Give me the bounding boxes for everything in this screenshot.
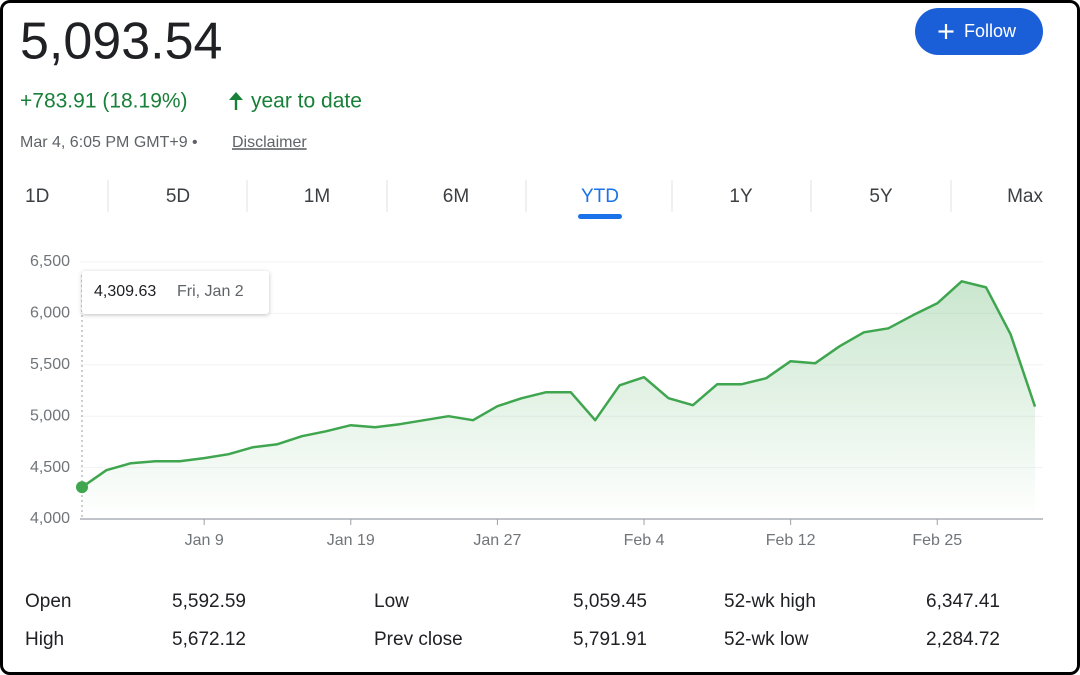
x-tick-label: Feb 12 (766, 532, 816, 549)
range-tab[interactable]: 1Y (729, 186, 753, 207)
stat-label: 52-wk high (724, 591, 816, 612)
price-line (81, 280, 1037, 489)
up-arrow (229, 92, 243, 110)
stat-value: 5,592.59 (172, 591, 246, 612)
range-tab[interactable]: 1D (25, 186, 49, 207)
change: +783.91 (18.19%) (20, 90, 188, 113)
range-tab[interactable]: 5Y (869, 186, 893, 207)
range-tab[interactable]: 6M (443, 186, 469, 207)
range-tab[interactable]: 1M (304, 186, 330, 207)
period: year to date (251, 90, 362, 113)
tab-underline (578, 214, 622, 219)
y-tick-label: 6,000 (30, 305, 70, 322)
range-tabs: 1D 5D 1M 6M YTD 1Y 5Y Max (25, 180, 1043, 219)
stat-label: High (25, 629, 64, 650)
y-tick-label: 4,000 (30, 510, 70, 527)
disclaimer-link[interactable]: Disclaimer (232, 134, 307, 151)
finance-panel: 5,093.54 +783.91 (18.19%) year to date M… (20, 8, 1043, 650)
y-tick-label: 5,000 (30, 407, 70, 424)
price: 5,093.54 (20, 13, 222, 71)
stat-label: 52-wk low (724, 629, 809, 650)
y-tick-label: 5,500 (30, 356, 70, 373)
stat-value: 5,672.12 (172, 629, 246, 650)
timestamp: Mar 4, 6:05 PM GMT+9 • (20, 134, 198, 151)
stat-value: 5,791.91 (573, 629, 647, 650)
area (82, 281, 1035, 519)
follow-button[interactable]: Follow (915, 8, 1043, 55)
plus-icon (938, 24, 954, 39)
stat-label: Prev close (374, 629, 463, 650)
x-tick-label: Feb 25 (912, 532, 962, 549)
x-tick-label: Jan 19 (327, 532, 375, 549)
stat-value: 5,059.45 (573, 591, 647, 612)
chart: 4,000 4,500 5,000 5,500 6,000 6,500 Jan 9 Jan 1… (30, 253, 1043, 549)
tooltip-date: Fri, Jan 2 (177, 283, 244, 300)
range-tab[interactable]: 5D (166, 186, 190, 207)
stats-table: Open 5,592.59 Low 5,059.45 52-wk high 6,347.4… (25, 591, 1000, 650)
x-tick-label: Jan 27 (473, 532, 521, 549)
y-tick-label: 6,500 (30, 253, 70, 270)
x-tick-label: Feb 4 (624, 532, 665, 549)
stat-value: 2,284.72 (926, 629, 1000, 650)
y-tick-label: 4,500 (30, 459, 70, 476)
stat-value: 6,347.41 (926, 591, 1000, 612)
tooltip-value: 4,309.63 (94, 283, 156, 300)
range-tab[interactable]: Max (1007, 186, 1043, 207)
follow-button-bg[interactable] (915, 8, 1043, 55)
x-tick-label: Jan 9 (185, 532, 224, 549)
hover-point (76, 481, 88, 494)
stat-label: Open (25, 591, 71, 612)
tooltip-box (82, 271, 269, 314)
tooltip: 4,309.63 Fri, Jan 2 (82, 271, 269, 314)
range-tab[interactable]: YTD (581, 186, 619, 207)
follow-label[interactable]: Follow (964, 21, 1017, 41)
stat-label: Low (374, 591, 409, 612)
